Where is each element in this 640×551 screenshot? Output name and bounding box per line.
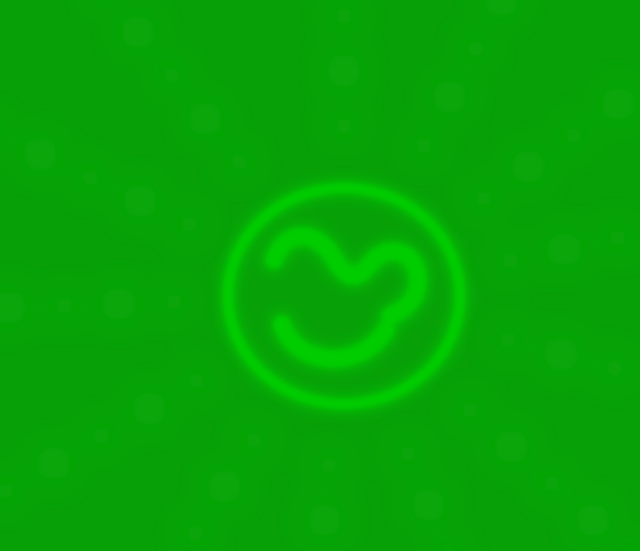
ray-glow-dot	[101, 285, 138, 322]
ray-glow-dot	[510, 148, 547, 185]
ray-glow-dot	[76, 163, 105, 192]
ray-glow-dot	[0, 289, 28, 326]
ray-glow-dot	[546, 231, 583, 268]
ray-glow-dot	[315, 451, 344, 480]
ray-glow-dot	[22, 136, 59, 173]
ray-glow-dot	[621, 543, 640, 551]
ray-glow-dot	[206, 468, 243, 505]
ray-glow-dot	[469, 184, 498, 213]
ray-glow-dot	[181, 519, 210, 548]
ray-glow-dot	[409, 131, 438, 160]
ray-glow-dot	[326, 53, 362, 89]
ray-glow-dot	[95, 0, 113, 3]
ray-glow-dot	[496, 246, 525, 275]
logo-emblem	[221, 181, 467, 411]
ray-glow-dot	[160, 287, 189, 316]
ray-glow-dot	[122, 182, 159, 219]
ray-glow-dot	[393, 439, 422, 468]
ray-glow-dot	[35, 445, 72, 482]
ray-glow-dot	[239, 426, 268, 455]
ray-glow-dot	[600, 85, 637, 122]
logo-strokes	[223, 183, 465, 409]
ray-glow-dot	[187, 100, 224, 137]
logo-upper-swirl	[266, 228, 427, 324]
ray-glow-dot	[175, 210, 204, 239]
ray-glow-dot	[461, 34, 490, 63]
ray-glow-dot	[559, 121, 588, 150]
ray-glow-dot	[119, 14, 156, 50]
ray-glow-dot	[538, 469, 567, 498]
ray-glow-dot	[330, 112, 358, 140]
ray-glow-dot	[603, 223, 632, 252]
ray-glow-dot	[543, 336, 580, 373]
ray-glow-dot	[50, 291, 79, 320]
logo-ring	[223, 183, 465, 409]
ray-glow-dot	[483, 0, 520, 19]
ray-glow-dot	[410, 486, 447, 523]
ray-glow-dot	[330, 2, 358, 30]
ray-glow-dot	[435, 541, 463, 551]
ray-glow-dot	[157, 61, 186, 90]
logo-smile-curve	[274, 316, 394, 367]
ray-glow-dot	[0, 477, 21, 505]
ray-glow-dot	[575, 502, 611, 539]
ray-glow-dot	[494, 326, 523, 354]
ray-glow-dot	[600, 354, 629, 383]
ray-glow-dot	[431, 79, 468, 116]
ray-glow-dot	[493, 428, 530, 465]
ray-glow-dot	[87, 422, 116, 450]
ray-glow-dot	[182, 367, 211, 395]
ray-glow-dot	[306, 502, 343, 539]
ray-glow-dot	[131, 390, 168, 427]
ray-glow-dot	[456, 395, 485, 424]
ray-glow-dot	[0, 120, 5, 142]
ray-glow-dot	[225, 148, 254, 176]
